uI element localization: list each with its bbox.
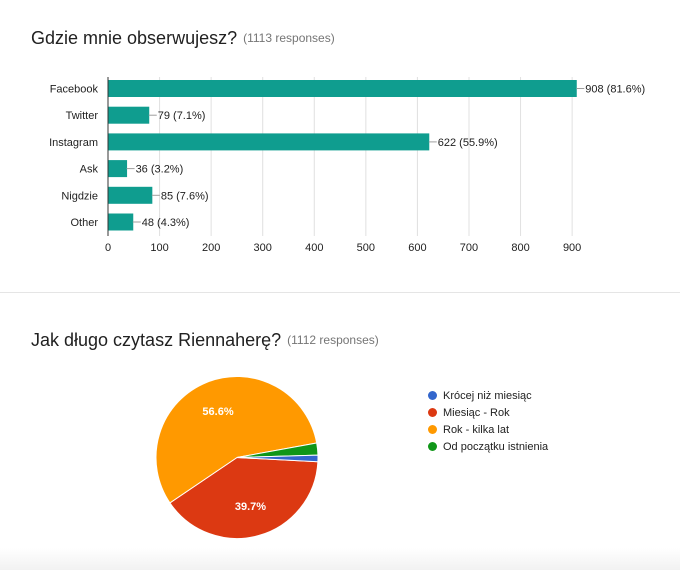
question-card-duration <box>0 293 680 570</box>
x-tick-label: 700 <box>460 242 478 254</box>
category-label: Facebook <box>50 84 99 96</box>
pie-slice <box>236 454 319 463</box>
legend-item: Krócej niż miesiąc <box>428 387 548 404</box>
category-label: Instagram <box>49 137 98 149</box>
legend-item: Od początku istnienia <box>428 438 548 455</box>
response-count: (1113 responses) <box>243 31 335 45</box>
x-tick-label: 800 <box>511 242 529 254</box>
bar <box>108 106 150 124</box>
bar <box>108 80 577 97</box>
legend-swatch <box>428 391 437 400</box>
question-title-duration: Jak długo czytasz Riennaherę? (1112 respo… <box>31 330 379 351</box>
category-label: Twitter <box>66 110 99 122</box>
bar <box>108 133 430 151</box>
data-label: 85 (7.6%) <box>161 190 209 202</box>
legend-swatch <box>428 425 437 434</box>
pie-legend: Krócej niż miesiąc Miesiąc - Rok Rok - k… <box>428 387 548 455</box>
bar-chart: 0 100 200 300 400 500 600 700 800 900 Facebook 908 … <box>49 77 645 254</box>
slice-label: 39.7% <box>235 501 266 513</box>
bar <box>108 213 134 231</box>
category-label: Nigdzie <box>61 190 98 202</box>
legend-label: Krócej niż miesiąc <box>443 389 532 402</box>
x-tick-label: 300 <box>254 242 272 254</box>
bar <box>108 186 153 204</box>
question-title-sources: Gdzie mnie obserwujesz? (1113 responses) <box>31 28 335 49</box>
legend-swatch <box>428 442 437 451</box>
response-count: (1112 responses) <box>287 333 379 347</box>
data-label: 36 (3.2%) <box>136 164 184 176</box>
pie-slice <box>155 376 318 504</box>
x-tick-label: 200 <box>202 242 220 254</box>
legend-swatch <box>428 408 437 417</box>
legend-item: Miesiąc - Rok <box>428 404 548 421</box>
bar <box>108 160 128 178</box>
x-tick-label: 100 <box>150 242 168 254</box>
legend-item: Rok - kilka lat <box>428 421 548 438</box>
legend-label: Od początku istnienia <box>443 440 549 453</box>
question-title-text: Gdzie mnie obserwujesz? <box>31 28 238 48</box>
x-tick-label: 500 <box>357 242 375 254</box>
pie-chart: 39.7% 56.6% <box>155 376 319 539</box>
data-label: 79 (7.1%) <box>158 110 206 122</box>
data-label: 622 (55.9%) <box>438 137 498 149</box>
slice-label: 56.6% <box>202 406 233 418</box>
x-tick-label: 600 <box>408 242 426 254</box>
x-tick-label: 900 <box>563 242 581 254</box>
question-title-text: Jak długo czytasz Riennaherę? <box>31 330 282 350</box>
pie-slice <box>169 456 319 539</box>
x-tick-label: 0 <box>105 242 111 254</box>
bottom-fade <box>0 548 680 570</box>
legend-label: Miesiąc - Rok <box>443 406 510 419</box>
category-label: Ask <box>80 164 99 176</box>
card-divider <box>0 292 680 293</box>
category-label: Other <box>70 217 98 229</box>
legend-label: Rok - kilka lat <box>443 423 510 436</box>
data-label: 48 (4.3%) <box>142 217 190 229</box>
x-tick-label: 400 <box>305 242 323 254</box>
data-label: 908 (81.6%) <box>585 84 645 96</box>
